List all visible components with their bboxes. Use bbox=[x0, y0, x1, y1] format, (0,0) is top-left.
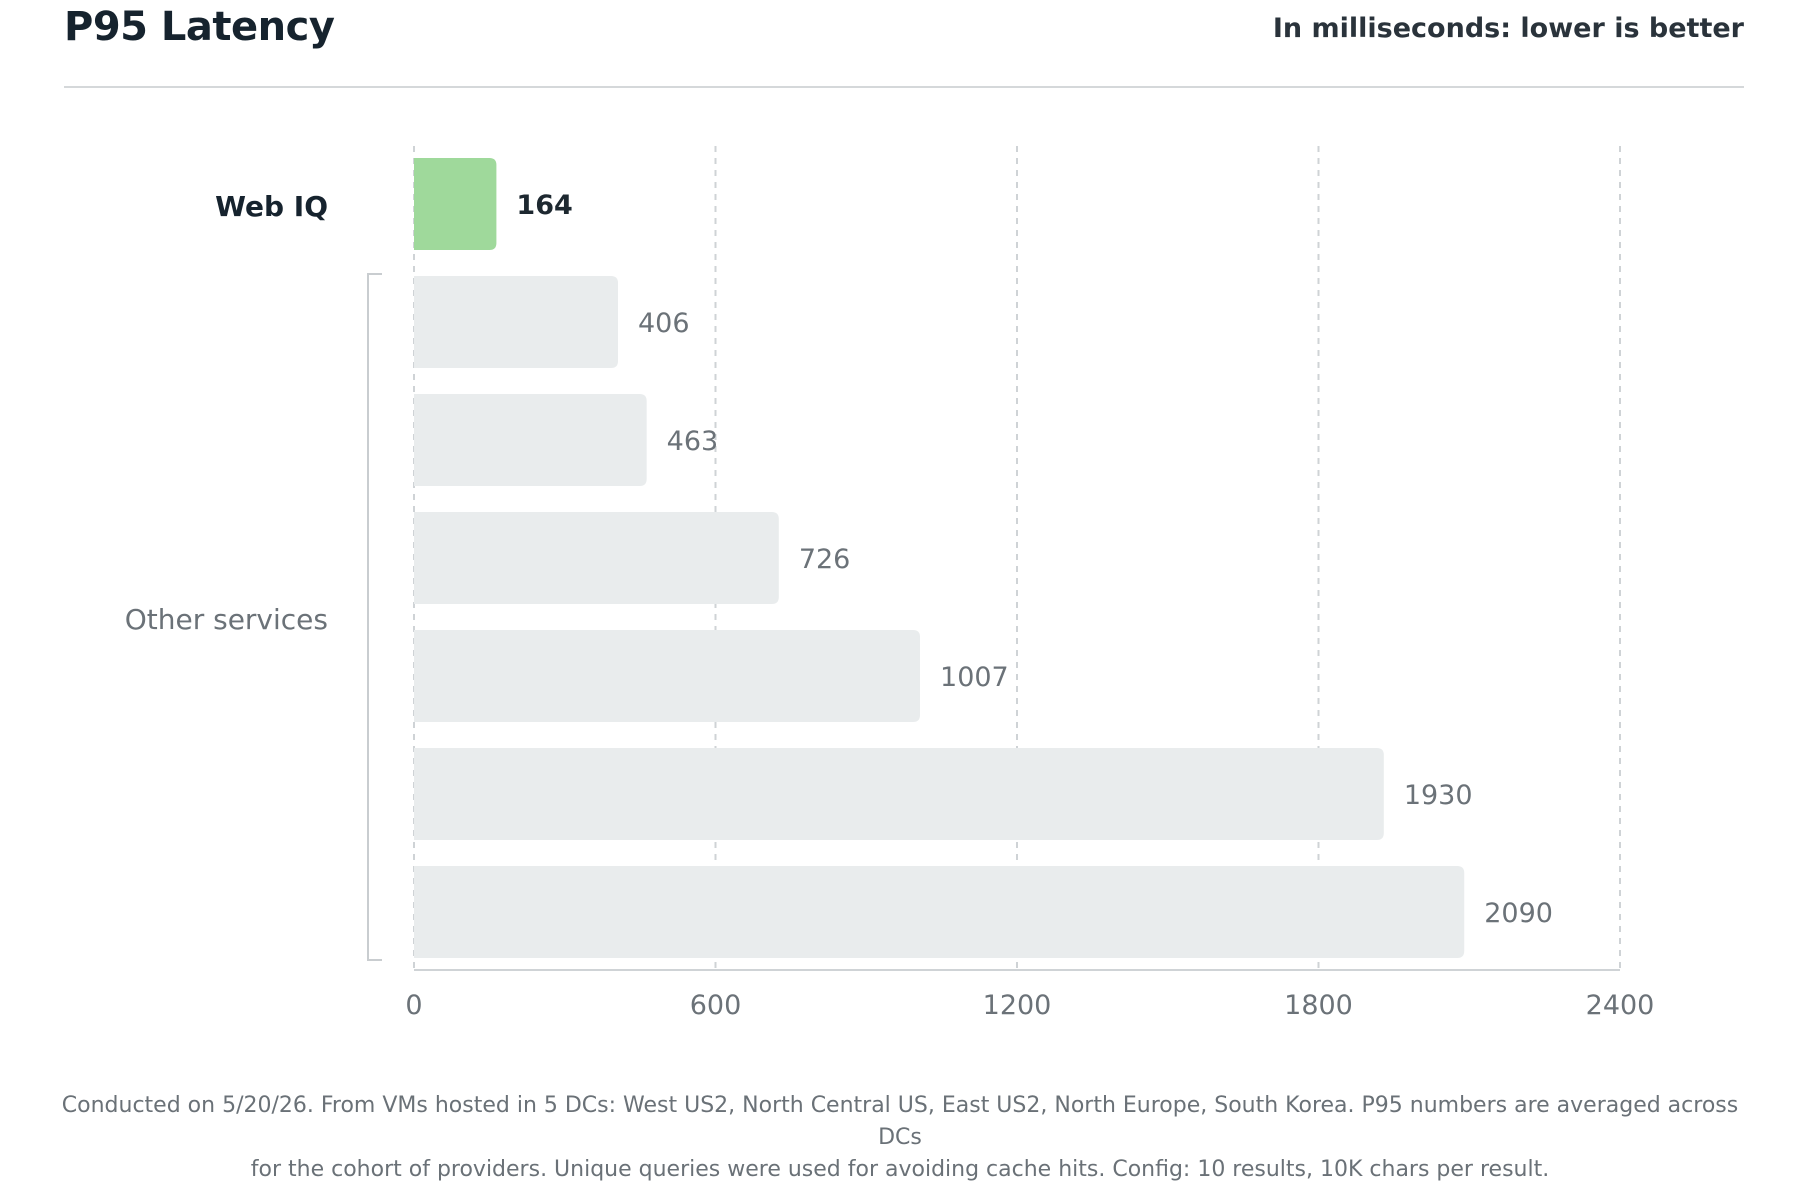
bar-other-service-5 bbox=[414, 748, 1384, 840]
latency-bar-chart: 0 600 1200 1800 2400 164 Web IQ 406 463 726 1007 19… bbox=[125, 146, 1655, 1021]
chart-subtitle: In milliseconds: lower is better bbox=[1272, 13, 1744, 44]
x-tick-label-600: 600 bbox=[690, 990, 742, 1021]
footnote: Conducted on 5/20/26. From VMs hosted in… bbox=[40, 1090, 1760, 1186]
x-tick-label-0: 0 bbox=[405, 990, 422, 1021]
chart-title: P95 Latency bbox=[64, 4, 335, 50]
bar-value-label: 463 bbox=[667, 426, 719, 457]
bar-web-iq bbox=[414, 158, 497, 250]
bar-other-service-3 bbox=[414, 512, 779, 604]
bar-other-service-6 bbox=[414, 866, 1465, 958]
bar-value-label: 726 bbox=[799, 544, 851, 575]
bar-value-label: 1007 bbox=[940, 662, 1009, 693]
category-label-other-services: Other services bbox=[125, 603, 328, 636]
bar-value-label: 1930 bbox=[1404, 780, 1473, 811]
x-tick-label-2400: 2400 bbox=[1586, 990, 1655, 1021]
bar-value-label: 406 bbox=[638, 308, 690, 339]
x-tick-label-1200: 1200 bbox=[983, 990, 1052, 1021]
header-divider bbox=[64, 86, 1744, 88]
category-label-web-iq: Web IQ bbox=[215, 190, 328, 223]
group-bracket bbox=[367, 273, 382, 961]
bar-other-service-1 bbox=[414, 276, 619, 368]
bar-value-label: 2090 bbox=[1484, 898, 1553, 929]
footnote-line-2: for the cohort of providers. Unique quer… bbox=[250, 1157, 1550, 1182]
bar-other-service-2 bbox=[414, 394, 647, 486]
x-tick-label-1800: 1800 bbox=[1284, 990, 1353, 1021]
bar-value-label: 164 bbox=[516, 190, 572, 221]
bar-other-service-4 bbox=[414, 630, 921, 722]
footnote-line-1: Conducted on 5/20/26. From VMs hosted in… bbox=[61, 1093, 1739, 1150]
